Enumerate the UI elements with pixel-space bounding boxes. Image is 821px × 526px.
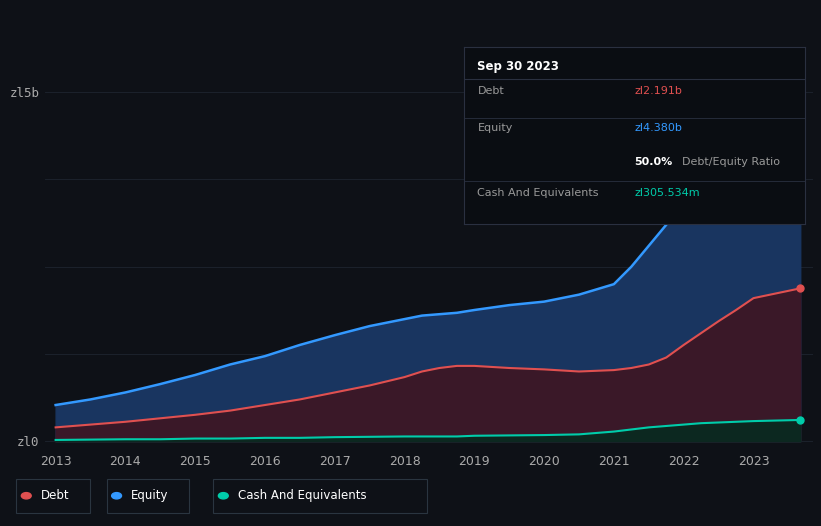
Point [794, 416, 807, 424]
Point [794, 131, 807, 139]
Text: Cash And Equivalents: Cash And Equivalents [478, 188, 599, 198]
Text: Cash And Equivalents: Cash And Equivalents [238, 489, 367, 502]
Text: Sep 30 2023: Sep 30 2023 [478, 59, 559, 73]
Text: Debt/Equity Ratio: Debt/Equity Ratio [682, 157, 780, 167]
Text: zl4.380b: zl4.380b [635, 123, 682, 133]
Text: Equity: Equity [478, 123, 513, 133]
Text: zl2.191b: zl2.191b [635, 86, 682, 96]
Text: Equity: Equity [131, 489, 169, 502]
Text: Debt: Debt [41, 489, 70, 502]
Text: Debt: Debt [478, 86, 504, 96]
Text: zl305.534m: zl305.534m [635, 188, 699, 198]
Text: 50.0%: 50.0% [635, 157, 672, 167]
Point [794, 284, 807, 292]
